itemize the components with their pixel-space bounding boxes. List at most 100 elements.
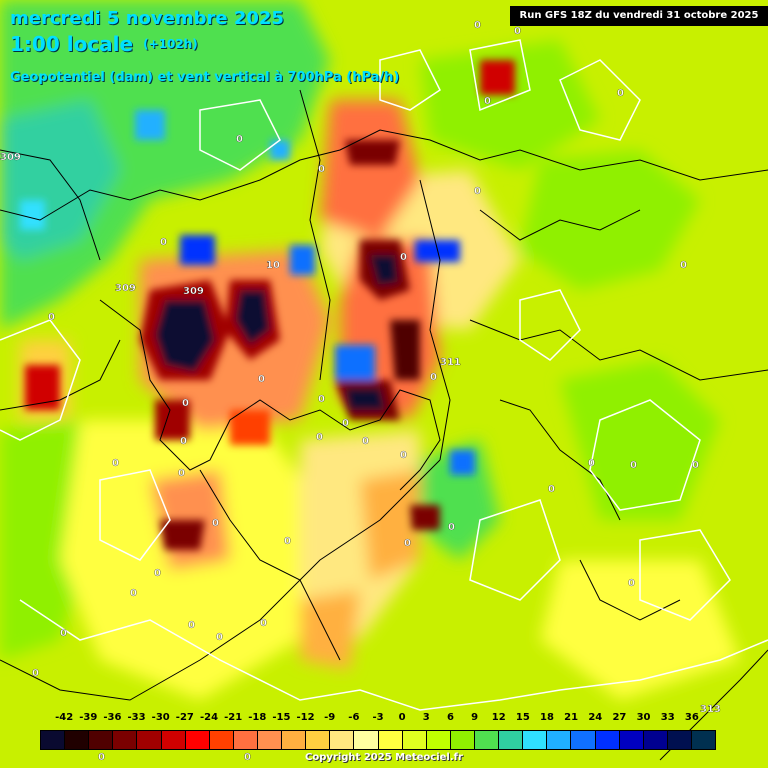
legend-tick-label: 18 <box>540 712 554 723</box>
label-zero: 0 <box>316 432 323 443</box>
forecast-date: mercredi 5 novembre 2025 <box>10 8 284 29</box>
label-zero: 0 <box>260 618 267 629</box>
label-zero: 0 <box>474 20 481 31</box>
color-swatch <box>499 731 524 749</box>
legend-tick-label: 36 <box>684 712 699 723</box>
legend-ticks: -42 -39 -36 -33 -30 -27 -24 -21 -18 -15 -12 -9 -6 -3 0… <box>40 712 720 726</box>
legend-tick-label: 6 <box>446 712 454 723</box>
label-zero: 0 <box>318 394 325 405</box>
label-zero: 0 <box>216 632 223 643</box>
color-swatch <box>595 731 620 749</box>
forecast-time: 1:00 locale (+102h) <box>10 32 198 56</box>
color-swatch <box>185 731 210 749</box>
legend-tick-label: 3 <box>422 712 430 723</box>
label-zero: 0 <box>182 398 189 409</box>
legend-tick-label: -21 <box>224 712 243 723</box>
legend-tick-label: -12 <box>296 712 315 723</box>
color-swatch <box>233 731 258 749</box>
label-zero: 0 <box>692 460 699 471</box>
label-zero: 0 <box>236 134 243 145</box>
label-ten: 10 <box>266 260 280 271</box>
label-zero: 0 <box>258 374 265 385</box>
legend-tick-label: -42 <box>55 712 74 723</box>
label-zero: 0 <box>630 460 637 471</box>
label-zero: 0 <box>212 518 219 529</box>
label-zero: 0 <box>60 628 67 639</box>
color-swatch <box>41 731 66 749</box>
color-swatch <box>643 731 668 749</box>
color-swatch <box>450 731 475 749</box>
label-zero: 0 <box>484 96 491 107</box>
color-swatch <box>257 731 283 749</box>
label-zero: 0 <box>284 536 291 547</box>
color-swatch <box>282 731 307 749</box>
label-zero: 0 <box>112 458 119 469</box>
local-time: 1:00 locale <box>10 32 134 56</box>
legend-tick-label: -39 <box>79 712 98 723</box>
color-swatch <box>691 731 716 749</box>
color-swatch <box>306 731 331 749</box>
legend-tick-label: 33 <box>660 712 675 723</box>
label-zero: 0 <box>628 578 635 589</box>
legend-tick-label: 9 <box>471 712 479 723</box>
label-zero: 0 <box>400 450 407 461</box>
legend-tick-label: 15 <box>515 712 530 723</box>
legend-tick-label: 24 <box>588 712 603 723</box>
label-309-center: 309 <box>183 286 204 297</box>
color-swatch <box>547 731 572 749</box>
color-swatch <box>667 731 692 749</box>
label-zero: 0 <box>474 186 481 197</box>
legend-tick-label: -33 <box>127 712 146 723</box>
strong-cores <box>20 60 515 550</box>
color-swatch <box>137 731 162 749</box>
label-311: 311 <box>440 357 461 368</box>
color-swatch <box>523 731 548 749</box>
color-scale-bar <box>40 730 716 750</box>
label-zero: 0 <box>154 568 161 579</box>
label-313: 313 <box>700 704 721 715</box>
color-swatch <box>426 731 451 749</box>
label-309-coast: 309 <box>115 283 136 294</box>
legend-tick-label: -27 <box>175 712 194 723</box>
label-zero: 0 <box>617 88 624 99</box>
legend-tick-label: 21 <box>564 712 579 723</box>
legend-tick-label: 27 <box>612 712 627 723</box>
label-zero: 0 <box>32 668 39 679</box>
color-swatch <box>474 731 500 749</box>
label-zero: 0 <box>680 260 687 271</box>
legend-tick-label: -18 <box>248 712 267 723</box>
label-zero: 0 <box>98 752 105 763</box>
lead-time: (+102h) <box>143 37 198 51</box>
color-swatch <box>354 731 379 749</box>
color-swatch <box>330 731 355 749</box>
color-swatch <box>113 731 138 749</box>
label-zero: 0 <box>514 26 521 37</box>
variable-description: Geopotentiel (dam) et vent vertical à 70… <box>10 70 400 85</box>
color-swatch <box>378 731 403 749</box>
color-swatch <box>161 731 186 749</box>
label-zero: 0 <box>318 164 325 175</box>
legend-tick-label: -9 <box>324 712 336 723</box>
label-zero: 0 <box>588 458 595 469</box>
legend-tick-label: -24 <box>199 712 219 723</box>
label-zero: 0 <box>188 620 195 631</box>
label-zero: 0 <box>130 588 137 599</box>
legend-tick-label: -30 <box>151 712 170 723</box>
label-zero: 0 <box>160 237 167 248</box>
label-309-west: 309 <box>0 152 21 163</box>
copyright: Copyright 2025 Meteociel.fr <box>305 752 463 763</box>
legend-tick-label: -36 <box>103 712 122 723</box>
label-zero: 0 <box>430 372 437 383</box>
legend-tick-label: 12 <box>491 712 506 723</box>
run-info: Run GFS 18Z du vendredi 31 octobre 2025 <box>510 6 768 26</box>
legend-tick-label: 0 <box>398 712 406 723</box>
legend-tick-label: -6 <box>348 712 360 723</box>
legend-tick-label: -3 <box>372 712 384 723</box>
label-zero: 0 <box>404 538 411 549</box>
color-swatch <box>209 731 234 749</box>
legend-tick-label: 30 <box>636 712 651 723</box>
label-zero: 0 <box>244 752 251 763</box>
label-zero: 0 <box>548 484 555 495</box>
label-zero: 0 <box>448 522 455 533</box>
